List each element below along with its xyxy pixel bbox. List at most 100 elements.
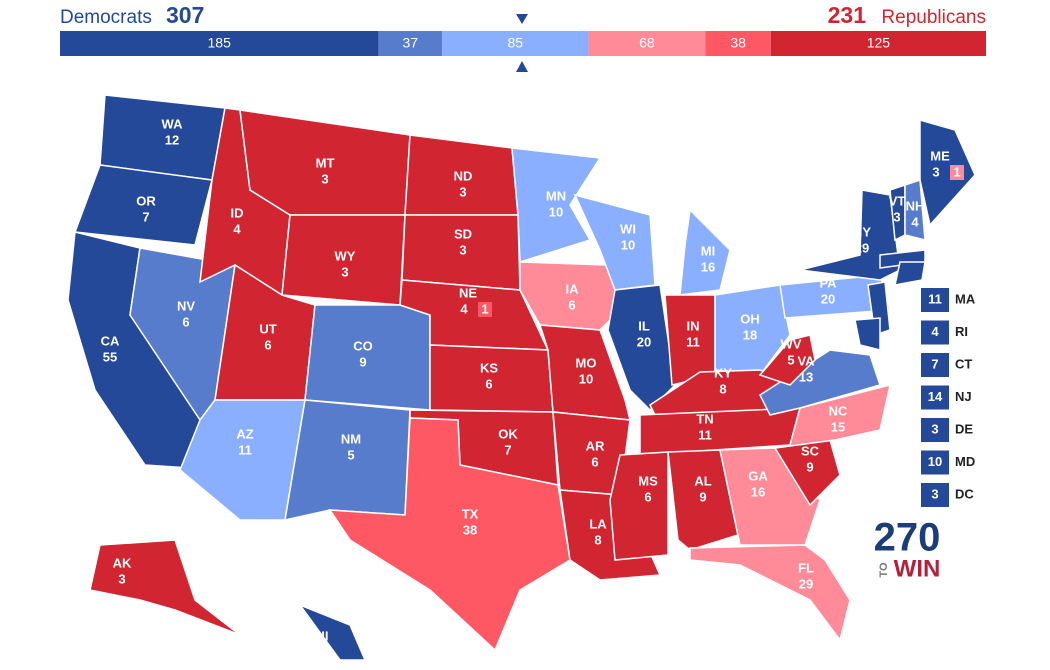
- state-abbr: TN: [696, 411, 713, 426]
- state-abbr: AK: [113, 555, 132, 570]
- bar-segment-label: 125: [867, 35, 891, 51]
- small-state-abbr: MA: [955, 291, 976, 306]
- state-votes: 4: [233, 221, 241, 236]
- state-votes: 5: [787, 352, 794, 367]
- state-abbr: FL: [798, 560, 814, 575]
- state-shape: [919, 119, 976, 227]
- state-votes: 6: [485, 376, 492, 391]
- state-votes: 11: [686, 334, 700, 349]
- state-votes: 7: [504, 442, 511, 457]
- state-abbr: NE: [459, 285, 477, 300]
- state-shape: [779, 274, 891, 319]
- state-votes: 4: [318, 644, 326, 659]
- state-votes: 6: [591, 454, 598, 469]
- state-shape: [304, 304, 431, 411]
- state-votes: 6: [182, 314, 189, 329]
- state-abbr: WY: [335, 248, 356, 263]
- state-abbr: PA: [819, 275, 837, 290]
- state-abbr: CO: [353, 338, 373, 353]
- state-abbr: LA: [589, 516, 607, 531]
- state-shape: [679, 208, 731, 296]
- state-abbr: ME: [930, 148, 950, 163]
- state-votes: 10: [549, 204, 563, 219]
- small-state-abbr: DC: [955, 486, 974, 501]
- state-votes: 6: [568, 297, 575, 312]
- bar-segment-label: 68: [639, 35, 655, 51]
- state-votes: 13: [799, 369, 813, 384]
- state-abbr: WV: [781, 336, 802, 351]
- state-votes: 9: [699, 489, 706, 504]
- state-shape: [689, 544, 851, 642]
- state-votes: 3: [893, 209, 900, 224]
- state-abbr: NV: [177, 298, 195, 313]
- state-abbr: IN: [687, 318, 700, 333]
- state-votes: 55: [103, 349, 117, 364]
- state-votes: 11: [238, 442, 252, 457]
- small-state-abbr: RI: [955, 324, 968, 339]
- state-votes: 3: [341, 264, 348, 279]
- state-votes: 3: [932, 164, 939, 179]
- state-abbr: KS: [480, 360, 498, 375]
- logo-number: 270: [874, 516, 941, 560]
- state-shape: [904, 178, 926, 241]
- state-votes: 5: [347, 447, 354, 462]
- split-box: [478, 302, 492, 317]
- state-abbr: VA: [797, 353, 815, 368]
- small-state-abbr: MD: [955, 454, 975, 469]
- state-abbr: CA: [101, 333, 120, 348]
- state-votes: 3: [459, 184, 466, 199]
- state-votes: 3: [118, 571, 125, 586]
- state-shape: [759, 349, 881, 416]
- state-abbr: OR: [136, 193, 156, 208]
- bar-segment: [442, 31, 589, 56]
- small-state-box: [921, 385, 949, 410]
- state-votes: 6: [644, 489, 651, 504]
- state-abbr: SC: [801, 443, 820, 458]
- logo: 270 TO WIN: [874, 516, 941, 583]
- state-shape: [854, 317, 881, 351]
- state-abbr: WA: [162, 116, 184, 131]
- state-shape: [714, 284, 791, 376]
- state-abbr: NM: [341, 431, 361, 446]
- small-state-votes: 7: [931, 356, 938, 371]
- state-abbr: AZ: [236, 426, 253, 441]
- state-abbr: MO: [576, 355, 597, 370]
- state-votes: 15: [831, 419, 845, 434]
- bar-segment: [60, 31, 379, 56]
- small-state-box: [921, 320, 949, 345]
- state-abbr: AR: [586, 438, 605, 453]
- state-votes: 18: [743, 327, 757, 342]
- state-votes: 3: [459, 242, 466, 257]
- state-abbr: HI: [316, 628, 329, 643]
- state-abbr: OH: [740, 311, 760, 326]
- state-abbr: MS: [638, 473, 658, 488]
- dem-label: Democrats: [60, 7, 152, 28]
- state-votes: 16: [751, 484, 765, 499]
- bar-segment-label: 38: [730, 35, 746, 51]
- state-shape: [73, 164, 213, 246]
- small-state-box: [921, 288, 949, 312]
- state-votes: 4: [460, 301, 468, 316]
- state-votes: 20: [637, 334, 651, 349]
- state-abbr: NC: [829, 403, 848, 418]
- seat-bar: 185 37 85 68 38 125: [60, 31, 986, 56]
- state-abbr: MI: [701, 243, 715, 258]
- rep-total: 231: [828, 2, 867, 28]
- bar-segment: [770, 31, 986, 56]
- state-shape: [667, 449, 739, 551]
- state-votes: 20: [821, 291, 835, 306]
- split-box: [950, 165, 964, 180]
- split-votes: 1: [953, 164, 960, 179]
- state-shape: [607, 284, 676, 412]
- state-shape: [89, 539, 241, 636]
- state-abbr: KY: [714, 365, 732, 380]
- bar-segment: [705, 31, 771, 56]
- small-state-votes: 10: [928, 454, 942, 469]
- state-votes: 29: [855, 240, 869, 255]
- state-abbr: TX: [462, 506, 479, 521]
- state-shape: [609, 451, 669, 561]
- state-votes: 8: [594, 532, 601, 547]
- rep-label: Republicans: [881, 7, 986, 28]
- state-abbr: IA: [566, 281, 580, 296]
